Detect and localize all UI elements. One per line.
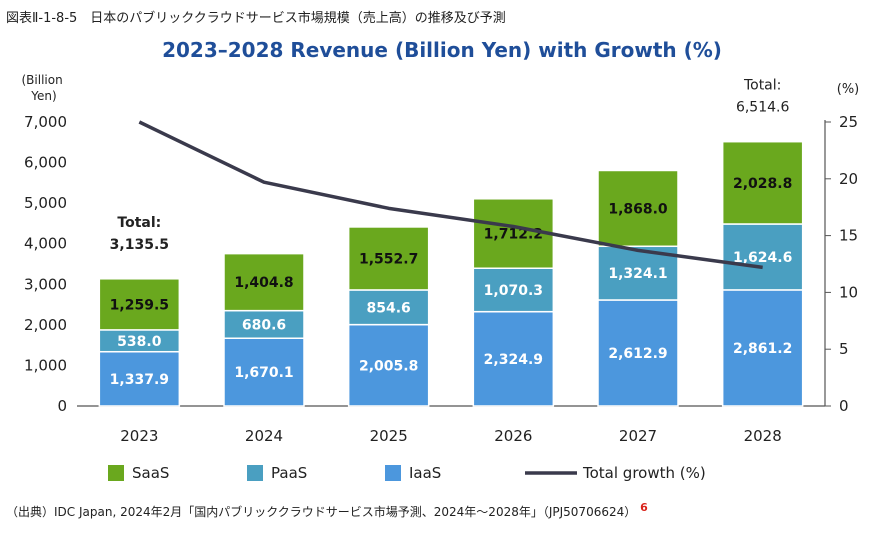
data-label-paas: 680.6 bbox=[242, 317, 286, 333]
x-tick-label: 2023 bbox=[120, 427, 158, 445]
legend-label-paas: PaaS bbox=[271, 464, 307, 482]
total-value: 3,135.5 bbox=[110, 237, 169, 253]
y-tick-label: 0 bbox=[57, 397, 67, 415]
legend-swatch-paas bbox=[247, 465, 263, 481]
source-note: （出典）IDC Japan, 2024年2月「国内パブリッククラウドサービス市場… bbox=[6, 501, 648, 519]
data-label-iaas: 1,337.9 bbox=[110, 372, 169, 388]
y-axis-label: (Billion Yen) bbox=[21, 73, 66, 103]
data-label-iaas: 2,324.9 bbox=[484, 352, 543, 368]
total-label: Total: bbox=[117, 215, 161, 231]
y-axis-label-line1: (Billion bbox=[21, 73, 62, 87]
source-footnote-ref: 6 bbox=[640, 501, 648, 514]
x-tick-label: 2024 bbox=[245, 427, 283, 445]
data-label-iaas: 2,005.8 bbox=[359, 358, 418, 374]
total-value: 6,514.6 bbox=[736, 100, 790, 116]
data-label-paas: 538.0 bbox=[117, 334, 162, 350]
data-label-saas: 1,404.8 bbox=[234, 275, 293, 291]
y2-tick-label: 5 bbox=[839, 340, 849, 358]
y-tick-label: 7,000 bbox=[24, 113, 67, 131]
data-label-saas: 1,552.7 bbox=[359, 251, 418, 267]
data-label-paas: 1,070.3 bbox=[484, 283, 543, 299]
y2-tick-label: 0 bbox=[839, 397, 849, 415]
y2-tick-label: 10 bbox=[839, 283, 858, 301]
y2-tick-label: 25 bbox=[839, 113, 858, 131]
data-label-saas: 1,868.0 bbox=[608, 201, 668, 217]
bars: 1,337.9 538.0 1,259.5 2023 1,670.1 680.6 1,404… bbox=[99, 78, 802, 445]
data-label-saas: 1,259.5 bbox=[110, 297, 169, 313]
figure-caption: 図表Ⅱ-1-8-5 日本のパブリッククラウドサービス市場規模（売上高）の推移及び… bbox=[6, 10, 506, 26]
y-tick-label: 3,000 bbox=[24, 275, 67, 293]
y-tick-label: 6,000 bbox=[24, 154, 67, 172]
source-text: （出典）IDC Japan, 2024年2月「国内パブリッククラウドサービス市場… bbox=[6, 504, 636, 519]
legend-label-saas: SaaS bbox=[132, 464, 169, 482]
data-label-saas: 2,028.8 bbox=[733, 176, 792, 192]
y-tick-label: 1,000 bbox=[24, 356, 67, 374]
data-label-iaas: 1,670.1 bbox=[234, 365, 293, 381]
data-label-paas: 854.6 bbox=[367, 300, 411, 316]
legend-swatch-iaas bbox=[385, 465, 401, 481]
legend: SaaS PaaS IaaS Total growth (%) bbox=[108, 464, 706, 482]
chart-title: 2023–2028 Revenue (Billion Yen) with Gro… bbox=[162, 38, 722, 62]
x-tick-label: 2027 bbox=[619, 427, 657, 445]
legend-label-growth: Total growth (%) bbox=[582, 464, 706, 482]
legend-swatch-saas bbox=[108, 465, 124, 481]
data-label-iaas: 2,612.9 bbox=[608, 346, 667, 362]
y2-tick-label: 15 bbox=[839, 227, 858, 245]
y-tick-label: 4,000 bbox=[24, 235, 67, 253]
x-tick-label: 2025 bbox=[370, 427, 408, 445]
y-axis-label-line2: Yen) bbox=[30, 89, 56, 103]
x-tick-label: 2028 bbox=[744, 427, 782, 445]
data-label-paas: 1,324.1 bbox=[608, 266, 667, 282]
total-label: Total: bbox=[743, 78, 781, 94]
x-tick-label: 2026 bbox=[494, 427, 532, 445]
y2-axis-label: (%) bbox=[837, 82, 860, 97]
data-label-iaas: 2,861.2 bbox=[733, 341, 792, 357]
legend-label-iaas: IaaS bbox=[409, 464, 441, 482]
y2-tick-label: 20 bbox=[839, 170, 858, 188]
y-tick-label: 2,000 bbox=[24, 316, 67, 334]
y-tick-label: 5,000 bbox=[24, 194, 67, 212]
